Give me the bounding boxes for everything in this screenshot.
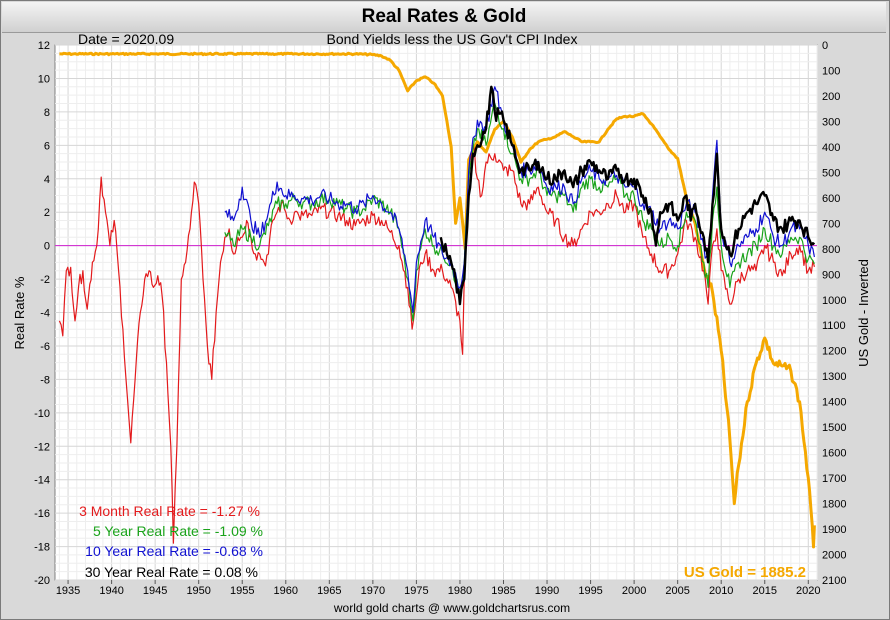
y2-tick-label: 2100 bbox=[822, 575, 846, 587]
y2-tick-label: 700 bbox=[822, 218, 840, 230]
y2-tick-label: 1700 bbox=[822, 473, 846, 485]
y2-tick-label: 1000 bbox=[822, 295, 846, 307]
x-tick-label: 2005 bbox=[665, 585, 689, 597]
y-tick-label: 2 bbox=[44, 207, 50, 219]
y-tick-label: -10 bbox=[34, 408, 50, 420]
x-tick-label: 2015 bbox=[753, 585, 777, 597]
y-tick-label: -4 bbox=[40, 308, 50, 320]
y-tick-label: 12 bbox=[38, 40, 50, 52]
y2-tick-label: 300 bbox=[822, 116, 840, 128]
x-tick-label: 1940 bbox=[99, 585, 123, 597]
gold-label: US Gold = 1885.2 bbox=[684, 564, 806, 581]
y-tick-label: -18 bbox=[34, 542, 50, 554]
y-tick-label: -6 bbox=[40, 341, 50, 353]
axes: 12 10 8 6 4 2 0 -2 -4 -6 -8 -10 -12 -14 -16 -18 -20 0 100 2… bbox=[34, 40, 846, 597]
grid bbox=[55, 44, 818, 581]
y2-tick-label: 1200 bbox=[822, 346, 846, 358]
y2-tick-label: 100 bbox=[822, 65, 840, 77]
y2-axis-label: US Gold - Inverted bbox=[856, 259, 871, 367]
y2-tick-label: 1900 bbox=[822, 524, 846, 536]
x-tick-label: 1980 bbox=[448, 585, 472, 597]
x-tick-label: 1970 bbox=[361, 585, 385, 597]
x-tick-label: 1995 bbox=[578, 585, 602, 597]
legend-y30: 30 Year Real Rate = 0.08 % bbox=[85, 564, 258, 580]
y-tick-label: -2 bbox=[40, 274, 50, 286]
y-tick-label: -14 bbox=[34, 475, 50, 487]
y-axis-label: Real Rate % bbox=[12, 276, 27, 349]
y2-tick-label: 800 bbox=[822, 244, 840, 256]
y-tick-label: -20 bbox=[34, 575, 50, 587]
y-tick-label: 4 bbox=[44, 174, 50, 186]
legend: 3 Month Real Rate = -1.27 % 5 Year Real … bbox=[79, 503, 263, 580]
y-tick-label: 0 bbox=[44, 241, 50, 253]
y-tick-label: 10 bbox=[38, 73, 50, 85]
series-line-y5 bbox=[224, 102, 815, 322]
x-tick-label: 1965 bbox=[317, 585, 341, 597]
x-tick-label: 1950 bbox=[186, 585, 210, 597]
x-tick-label: 1975 bbox=[404, 585, 428, 597]
series-layer bbox=[58, 51, 816, 549]
legend-y5: 5 Year Real Rate = -1.09 % bbox=[93, 523, 263, 539]
x-tick-label: 1985 bbox=[491, 585, 515, 597]
x-tick-label: 2010 bbox=[709, 585, 733, 597]
y2-tick-label: 1800 bbox=[822, 499, 846, 511]
y2-tick-label: 900 bbox=[822, 269, 840, 281]
footer: world gold charts @ www.goldchartsrus.co… bbox=[333, 601, 570, 615]
legend-y10: 10 Year Real Rate = -0.68 % bbox=[85, 543, 263, 559]
y-tick-label: -16 bbox=[34, 508, 50, 520]
x-tick-label: 1990 bbox=[535, 585, 559, 597]
y-tick-label: -12 bbox=[34, 441, 50, 453]
y-tick-label: 6 bbox=[44, 140, 50, 152]
x-tick-label: 1945 bbox=[143, 585, 167, 597]
y2-tick-label: 200 bbox=[822, 91, 840, 103]
y2-tick-label: 500 bbox=[822, 167, 840, 179]
date-label: Date = 2020.09 bbox=[78, 31, 174, 47]
series-line-m3 bbox=[58, 144, 815, 544]
y2-tick-label: 400 bbox=[822, 142, 840, 154]
y-tick-label: -8 bbox=[40, 374, 50, 386]
y2-tick-label: 0 bbox=[822, 40, 828, 52]
y2-tick-label: 2000 bbox=[822, 550, 846, 562]
series-line-y30 bbox=[439, 85, 816, 306]
x-tick-label: 2020 bbox=[796, 585, 820, 597]
x-tick-label: 1955 bbox=[230, 585, 254, 597]
subtitle: Bond Yields less the US Gov't CPI Index bbox=[327, 31, 578, 47]
y2-tick-label: 600 bbox=[822, 193, 840, 205]
y2-tick-label: 1400 bbox=[822, 397, 846, 409]
y2-tick-label: 1500 bbox=[822, 422, 846, 434]
x-tick-label: 2000 bbox=[622, 585, 646, 597]
x-tick-label: 1960 bbox=[274, 585, 298, 597]
y-tick-label: 8 bbox=[44, 107, 50, 119]
y2-tick-label: 1100 bbox=[822, 320, 846, 332]
y2-tick-label: 1600 bbox=[822, 448, 846, 460]
legend-m3: 3 Month Real Rate = -1.27 % bbox=[79, 503, 260, 519]
chart-title: Real Rates & Gold bbox=[361, 6, 527, 27]
y2-tick-label: 1300 bbox=[822, 371, 846, 383]
title-bar: Real Rates & Gold bbox=[2, 2, 886, 33]
x-tick-label: 1935 bbox=[56, 585, 80, 597]
